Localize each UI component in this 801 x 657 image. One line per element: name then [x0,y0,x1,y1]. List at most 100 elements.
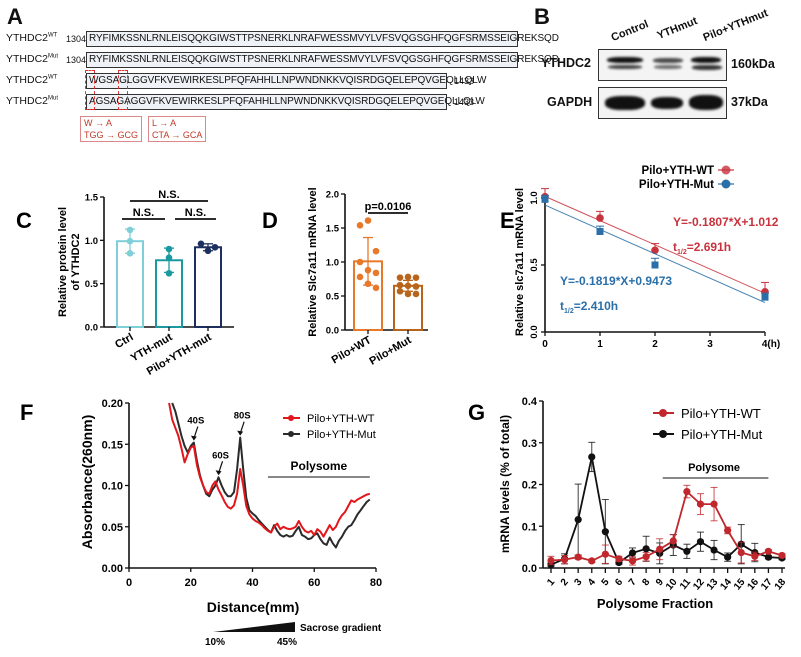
data-point [710,500,718,508]
y-tick-label: 0.5 [529,258,540,272]
half-life-sub: 1/2 [677,249,687,256]
peak-arrowhead [215,470,222,476]
polysome-label: Polysome [688,462,740,474]
y-tick-label: 1.5 [326,224,340,235]
western-blot-ythdc2 [598,49,727,81]
data-point [588,557,596,565]
x-tick-label: 1 [545,577,557,589]
x-tick-label: 60 [308,577,320,589]
y-tick-label: 0.3 [522,438,537,450]
panel-label: F [20,400,33,425]
x-tick-label: 8 [640,577,652,589]
y-tick-label: 0.4 [522,396,538,408]
y-axis-label: mRNA levels (% of total) [498,415,512,553]
y-tick-label: 1.0 [85,236,98,247]
y-tick-label: 0.0 [85,323,98,334]
peak-arrowhead [190,435,197,441]
y-tick-label: 1.5 [85,193,99,204]
bar [155,259,183,328]
codon-change: TGG → GCG [84,130,138,140]
western-blot-gapdh [598,87,727,119]
fit-equation: Y=-0.1807*X+1.012 [673,215,779,229]
data-point [683,547,691,555]
x-tick-label: 2 [652,339,658,350]
blot-size-label: 37kDa [731,95,768,109]
data-point [396,281,404,289]
data-point [596,214,604,222]
blot-band [654,65,682,69]
data-point [683,487,691,496]
polysome-label: Polysome [291,459,348,473]
series-line [550,489,783,562]
y-axis-label: Relative protein levelof YTHDC2 [57,207,82,317]
data-point [372,269,380,277]
data-point [628,557,637,565]
data-point [404,273,412,281]
y-axis-label: Relative Slc7a11 mRNA level [307,187,319,336]
y-tick-label: 0.10 [102,481,123,493]
data-point [541,195,549,203]
legend-marker [288,415,294,421]
legend-label: Pilo+YTH-Mut [307,429,376,441]
blot-protein-label: GAPDH [547,95,593,109]
data-point [547,556,555,565]
data-point [165,254,173,261]
blot-band [651,97,683,109]
bar-chart-c: 0.00.51.01.5CtrlYTH-mutPilo+YTH-mutN.S.N… [57,189,234,378]
legend-label: Pilo+YTH-WT [641,165,714,177]
data-point [724,526,732,535]
sequence-name: YTHDC2Mut [6,95,59,107]
peak-label: 40S [187,416,204,427]
legend-marker [659,430,667,438]
half-life-prefix: t [673,240,677,254]
y-tick-label: 0.20 [102,398,123,410]
data-point [396,287,404,295]
y-tick-label: 0.0 [529,325,540,338]
y-axis-label-line: Relative protein level [57,207,69,317]
panel-label: E [500,208,515,233]
data-point [601,528,609,536]
x-tick-label: 9 [654,577,666,589]
blot-band [605,96,645,110]
y-axis-label: Relative slc7a11 mRNA level [514,188,526,336]
panel-b-label: B [534,4,550,29]
peak-arrowhead [237,430,244,436]
y-tick-label: 0.0 [326,326,339,337]
half-life-value: =2.691h [687,240,731,254]
legend-label: Pilo+YTH-WT [307,413,375,425]
data-point [642,545,650,553]
gradient-end: 45% [277,637,297,648]
codon-change: CTA → GCA [152,130,203,140]
x-tick-label: 5 [600,577,612,589]
y-tick-label: 0.5 [85,279,99,290]
data-point [601,550,609,558]
data-point [126,250,134,257]
data-point [710,546,718,554]
line-chart-g: 0.00.10.20.30.41 2 3 4 5 6 7 8 91011121314151617… [498,396,789,611]
sequence-box: AGSAGAGGVFKVEWIRKESLPFQFAHHLLNPWNDNKKVQI… [86,94,485,110]
gradient-label: Sacrose gradient [300,623,382,634]
data-point [372,247,380,255]
x-tick-label: 3 [572,577,584,589]
data-point [751,552,759,560]
blot-size-label: 160kDa [731,57,775,71]
half-life-value: =2.410h [574,299,618,313]
data-point [211,243,219,251]
sequence-box: WGSAGLGGVFKVEWIRKESLPFQFAHHLLNPWNDNKKVQI… [86,73,486,89]
sequence-box: RYFIMKSSNLRNLEISQQKGIWSTTPSNERKLNRAFWESS… [86,52,559,68]
y-tick-label: 0.2 [522,480,537,492]
y-tick-label: 1.0 [326,258,339,269]
half-life-sub: 1/2 [564,308,574,315]
line-chart-e: 0.0 0.5 1.0 0 1 2 3 4(h) Relative slc7a11 mRNA l… [514,165,780,350]
data-point [761,293,769,301]
data-point [588,453,596,461]
data-point [396,274,404,281]
data-point [165,245,173,253]
data-point [656,545,664,553]
peak-label: 60S [212,450,229,461]
data-point [764,553,773,561]
data-point [197,240,205,248]
data-point [412,290,420,298]
data-point [651,261,659,269]
